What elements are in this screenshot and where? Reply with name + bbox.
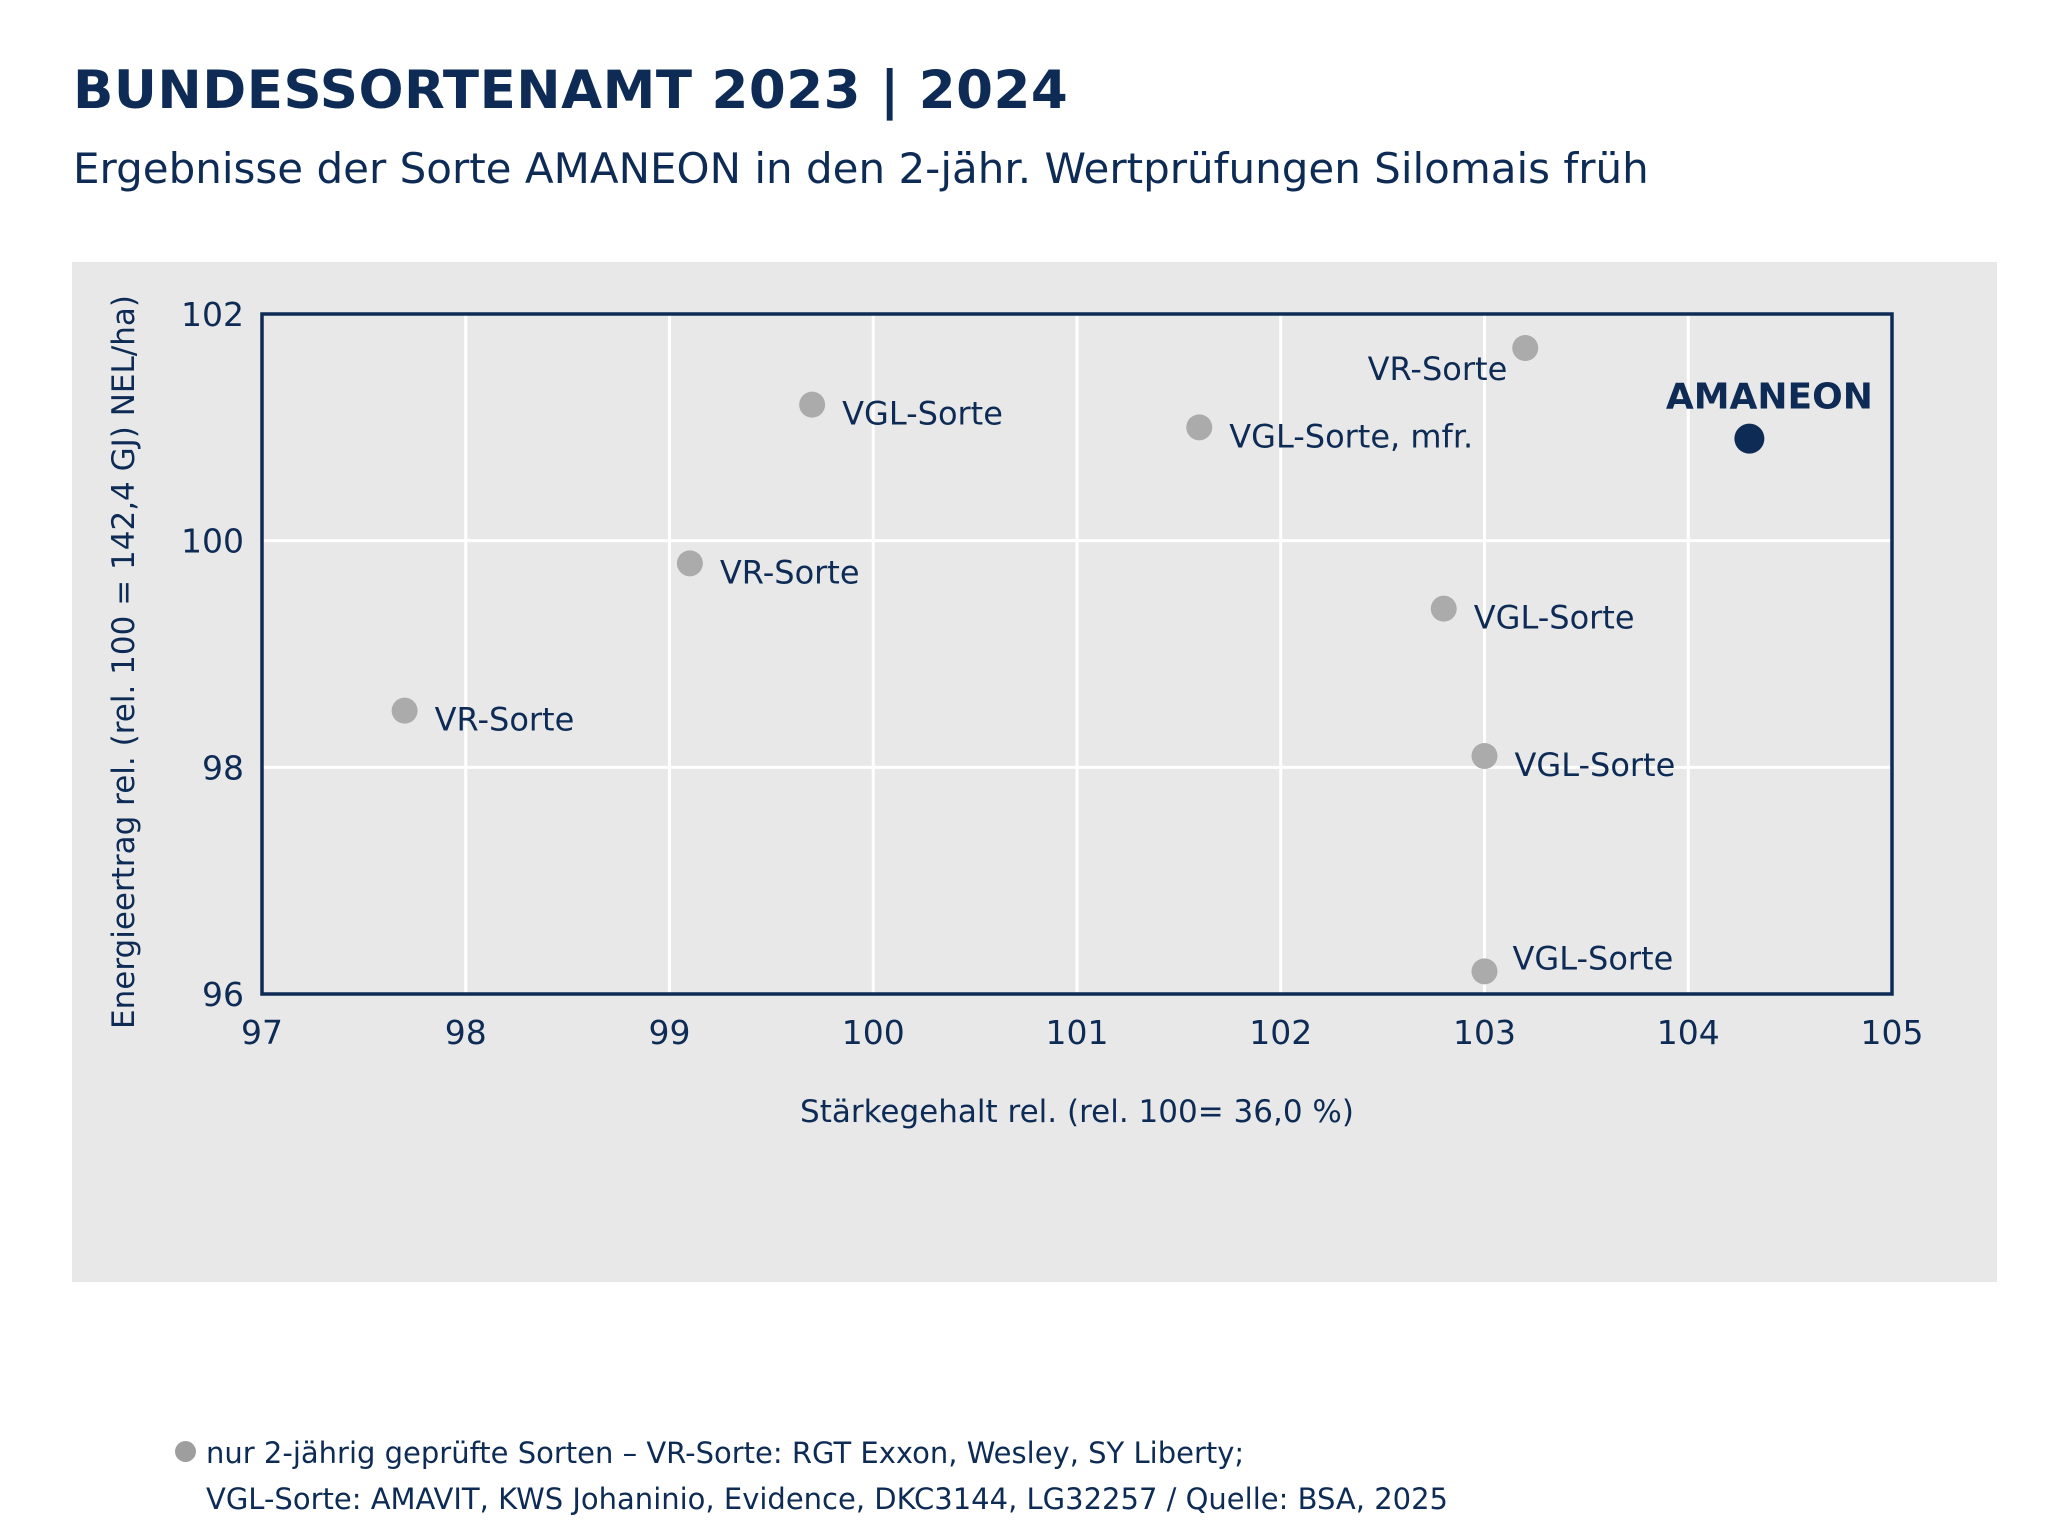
legend-marker — [175, 1441, 196, 1462]
point-labels: VR-Sorte VR-Sorte VGL-Sorte VGL-Sorte, mfr.… — [435, 350, 1873, 977]
point-label: VR-Sorte — [435, 701, 575, 739]
point-label: VR-Sorte — [720, 553, 860, 591]
page-title: BUNDESSORTENAMT 2023 | 2024 — [73, 60, 1069, 121]
y-tick-label: 100 — [181, 522, 244, 561]
x-tick-label: 97 — [241, 1013, 283, 1052]
data-points — [391, 335, 1765, 985]
x-tick-label: 104 — [1657, 1013, 1720, 1052]
data-point — [1430, 595, 1457, 622]
data-point — [1186, 414, 1213, 441]
data-point — [799, 391, 826, 418]
plot-border — [260, 312, 1894, 996]
legend-line-1: nur 2-jährig geprüfte Sorten – VR-Sorte:… — [206, 1436, 1245, 1470]
data-point — [1512, 335, 1539, 361]
point-label: VR-Sorte — [1368, 350, 1508, 388]
point-label: VGL-Sorte, mfr. — [1229, 417, 1473, 455]
point-label: VGL-Sorte — [1474, 599, 1635, 637]
x-tick-label: 102 — [1249, 1013, 1312, 1052]
grid-lines — [262, 314, 1892, 994]
point-label: VGL-Sorte — [1515, 746, 1676, 784]
legend: nur 2-jährig geprüfte Sorten – VR-Sorte:… — [175, 1430, 1449, 1522]
point-label: VGL-Sorte — [842, 395, 1003, 433]
y-axis-label: Energieertrag rel. (rel. 100 = 142,4 GJ)… — [106, 295, 142, 1029]
y-tick-label: 98 — [202, 748, 244, 787]
data-point — [391, 697, 418, 724]
data-point-highlight — [1734, 423, 1765, 454]
data-point — [1471, 958, 1498, 985]
point-label: VGL-Sorte — [1513, 939, 1674, 977]
y-tick-label: 102 — [181, 295, 244, 334]
scatter-chart: 97 98 99 100 101 102 103 104 105 96 98 100 102 VR-So… — [106, 295, 1924, 1130]
axis-ticks: 97 98 99 100 101 102 103 104 105 96 98 100 102 — [181, 295, 1924, 1052]
plot-frame — [260, 312, 1894, 996]
x-tick-label: 99 — [649, 1013, 691, 1052]
data-point — [676, 550, 703, 577]
x-tick-label: 101 — [1046, 1013, 1109, 1052]
chart-panel: 97 98 99 100 101 102 103 104 105 96 98 100 102 VR-So… — [72, 262, 1997, 1516]
x-tick-label: 103 — [1453, 1013, 1516, 1052]
x-axis-label: Stärkegehalt rel. (rel. 100= 36,0 %) — [800, 1094, 1354, 1130]
legend-line-2: VGL-Sorte: AMAVIT, KWS Johaninio, Eviden… — [206, 1482, 1449, 1516]
x-tick-label: 100 — [842, 1013, 905, 1052]
x-tick-label: 98 — [445, 1013, 487, 1052]
point-label-highlight: AMANEON — [1666, 377, 1873, 418]
page-subtitle: Ergebnisse der Sorte AMANEON in den 2-jä… — [73, 144, 1649, 193]
data-point — [1471, 743, 1498, 769]
x-tick-label: 105 — [1861, 1013, 1924, 1052]
y-tick-label: 96 — [202, 975, 244, 1014]
